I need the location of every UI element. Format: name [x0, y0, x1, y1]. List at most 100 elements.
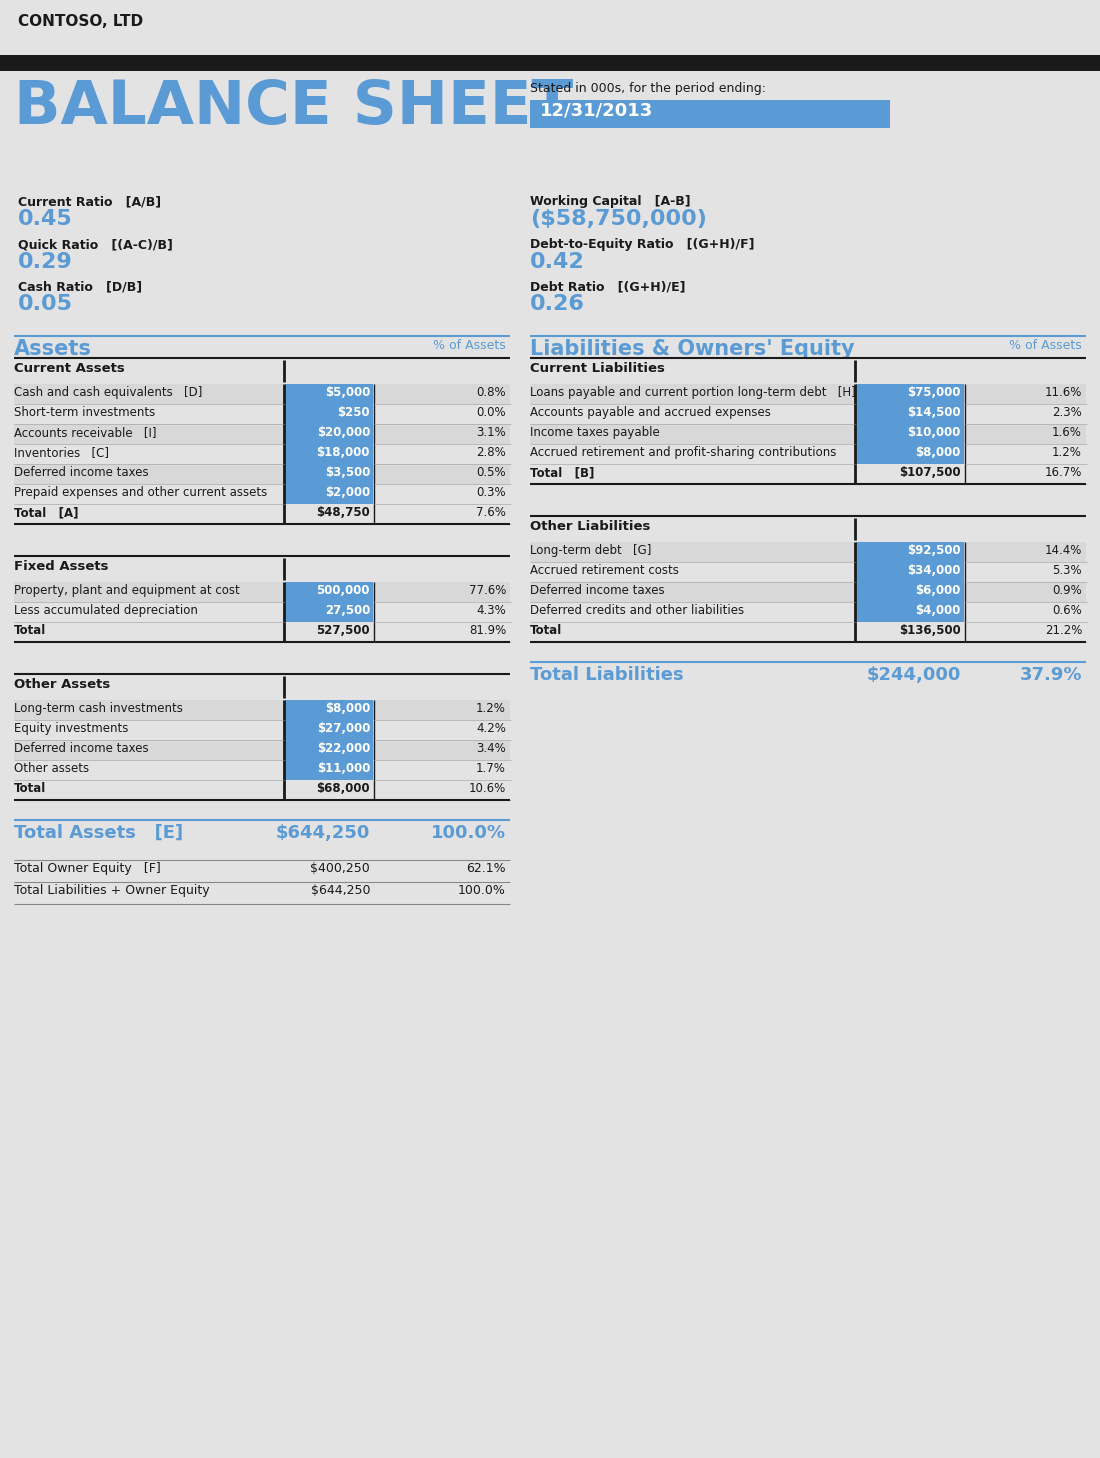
Text: Other Liabilities: Other Liabilities: [530, 521, 650, 534]
Text: BALANCE SHEET: BALANCE SHEET: [14, 77, 573, 137]
Text: ($58,750,000): ($58,750,000): [530, 208, 707, 229]
Text: $5,000: $5,000: [324, 386, 370, 399]
Bar: [285, 760, 373, 780]
Text: Equity investments: Equity investments: [14, 722, 129, 735]
Text: Less accumulated depreciation: Less accumulated depreciation: [14, 604, 198, 617]
Text: Inventories   [C]: Inventories [C]: [14, 446, 109, 459]
Text: % of Assets: % of Assets: [433, 340, 506, 351]
Text: Accounts receivable   [I]: Accounts receivable [I]: [14, 426, 156, 439]
Text: $34,000: $34,000: [908, 564, 961, 577]
Text: 0.45: 0.45: [18, 208, 73, 229]
Bar: [856, 424, 964, 445]
Text: 12/31/2013: 12/31/2013: [540, 101, 653, 120]
Text: 37.9%: 37.9%: [1020, 666, 1082, 684]
Text: 16.7%: 16.7%: [1045, 467, 1082, 480]
Text: Other assets: Other assets: [14, 763, 89, 776]
Text: $107,500: $107,500: [900, 467, 961, 480]
Text: 5.3%: 5.3%: [1053, 564, 1082, 577]
Text: Current Liabilities: Current Liabilities: [530, 362, 664, 375]
Bar: [285, 720, 373, 741]
Text: Cash Ratio   [D/B]: Cash Ratio [D/B]: [18, 280, 142, 293]
Text: 81.9%: 81.9%: [469, 624, 506, 637]
Text: 100.0%: 100.0%: [431, 824, 506, 843]
Text: Total Liabilities + Owner Equity: Total Liabilities + Owner Equity: [14, 884, 210, 897]
Text: $92,500: $92,500: [908, 544, 961, 557]
Text: 527,500: 527,500: [317, 624, 370, 637]
Bar: [14, 582, 510, 602]
Text: Total Liabilities: Total Liabilities: [530, 666, 683, 684]
Text: Accrued retirement and profit-sharing contributions: Accrued retirement and profit-sharing co…: [530, 446, 836, 459]
Text: $3,500: $3,500: [324, 467, 370, 480]
Text: 4.2%: 4.2%: [476, 722, 506, 735]
Text: $8,000: $8,000: [324, 701, 370, 714]
Text: $250: $250: [338, 405, 370, 418]
Text: 1.6%: 1.6%: [1052, 426, 1082, 439]
Text: 0.5%: 0.5%: [476, 467, 506, 480]
Text: 0.0%: 0.0%: [476, 405, 506, 418]
Text: 27,500: 27,500: [324, 604, 370, 617]
Text: 14.4%: 14.4%: [1045, 544, 1082, 557]
Text: 0.6%: 0.6%: [1053, 604, 1082, 617]
Text: $2,000: $2,000: [324, 486, 370, 499]
Text: Total   [A]: Total [A]: [14, 506, 78, 519]
Text: $75,000: $75,000: [908, 386, 961, 399]
Text: Fixed Assets: Fixed Assets: [14, 560, 109, 573]
Text: Long-term debt   [G]: Long-term debt [G]: [530, 544, 651, 557]
Text: 100.0%: 100.0%: [458, 884, 506, 897]
Bar: [530, 101, 890, 128]
Bar: [530, 582, 1086, 602]
Text: $8,000: $8,000: [915, 446, 961, 459]
Text: Other Assets: Other Assets: [14, 678, 110, 691]
Text: 1.2%: 1.2%: [1052, 446, 1082, 459]
Text: $22,000: $22,000: [317, 742, 370, 755]
Text: Cash and cash equivalents   [D]: Cash and cash equivalents [D]: [14, 386, 202, 399]
Text: Current Ratio   [A/B]: Current Ratio [A/B]: [18, 195, 161, 208]
Bar: [530, 383, 1086, 404]
Bar: [530, 424, 1086, 445]
Text: Debt Ratio   [(G+H)/E]: Debt Ratio [(G+H)/E]: [530, 280, 685, 293]
Text: Short-term investments: Short-term investments: [14, 405, 155, 418]
Bar: [14, 741, 510, 760]
Text: Debt-to-Equity Ratio   [(G+H)/F]: Debt-to-Equity Ratio [(G+H)/F]: [530, 238, 755, 251]
Text: $400,250: $400,250: [310, 862, 370, 875]
Text: 62.1%: 62.1%: [466, 862, 506, 875]
Text: Accounts payable and accrued expenses: Accounts payable and accrued expenses: [530, 405, 771, 418]
Bar: [14, 424, 510, 445]
Text: $68,000: $68,000: [317, 781, 370, 795]
Bar: [856, 602, 964, 623]
Text: $244,000: $244,000: [867, 666, 961, 684]
Text: $4,000: $4,000: [915, 604, 961, 617]
Bar: [285, 424, 373, 445]
Bar: [285, 582, 373, 602]
Text: 4.3%: 4.3%: [476, 604, 506, 617]
Bar: [285, 445, 373, 464]
Bar: [0, 71, 1100, 191]
Text: Deferred income taxes: Deferred income taxes: [14, 742, 149, 755]
Bar: [285, 484, 373, 504]
Text: $48,750: $48,750: [317, 506, 370, 519]
Bar: [285, 404, 373, 424]
Text: Accrued retirement costs: Accrued retirement costs: [530, 564, 679, 577]
Bar: [856, 404, 964, 424]
Bar: [530, 542, 1086, 561]
Text: $11,000: $11,000: [317, 763, 370, 776]
Text: 10.6%: 10.6%: [469, 781, 506, 795]
Bar: [0, 0, 1100, 55]
Text: % of Assets: % of Assets: [1010, 340, 1082, 351]
Text: $10,000: $10,000: [908, 426, 961, 439]
Text: Current Assets: Current Assets: [14, 362, 124, 375]
Text: 1.2%: 1.2%: [476, 701, 506, 714]
Text: 0.42: 0.42: [530, 252, 585, 273]
Text: Total Assets   [E]: Total Assets [E]: [14, 824, 183, 843]
Bar: [14, 383, 510, 404]
Text: $20,000: $20,000: [317, 426, 370, 439]
Bar: [856, 542, 964, 561]
Text: Stated in 000s, for the period ending:: Stated in 000s, for the period ending:: [530, 82, 766, 95]
Text: CONTOSO, LTD: CONTOSO, LTD: [18, 15, 143, 29]
Text: Assets: Assets: [14, 340, 92, 359]
Bar: [856, 383, 964, 404]
Text: Property, plant and equipment at cost: Property, plant and equipment at cost: [14, 585, 240, 596]
Text: Quick Ratio   [(A-C)/B]: Quick Ratio [(A-C)/B]: [18, 238, 173, 251]
Text: $6,000: $6,000: [915, 585, 961, 596]
Text: 3.1%: 3.1%: [476, 426, 506, 439]
